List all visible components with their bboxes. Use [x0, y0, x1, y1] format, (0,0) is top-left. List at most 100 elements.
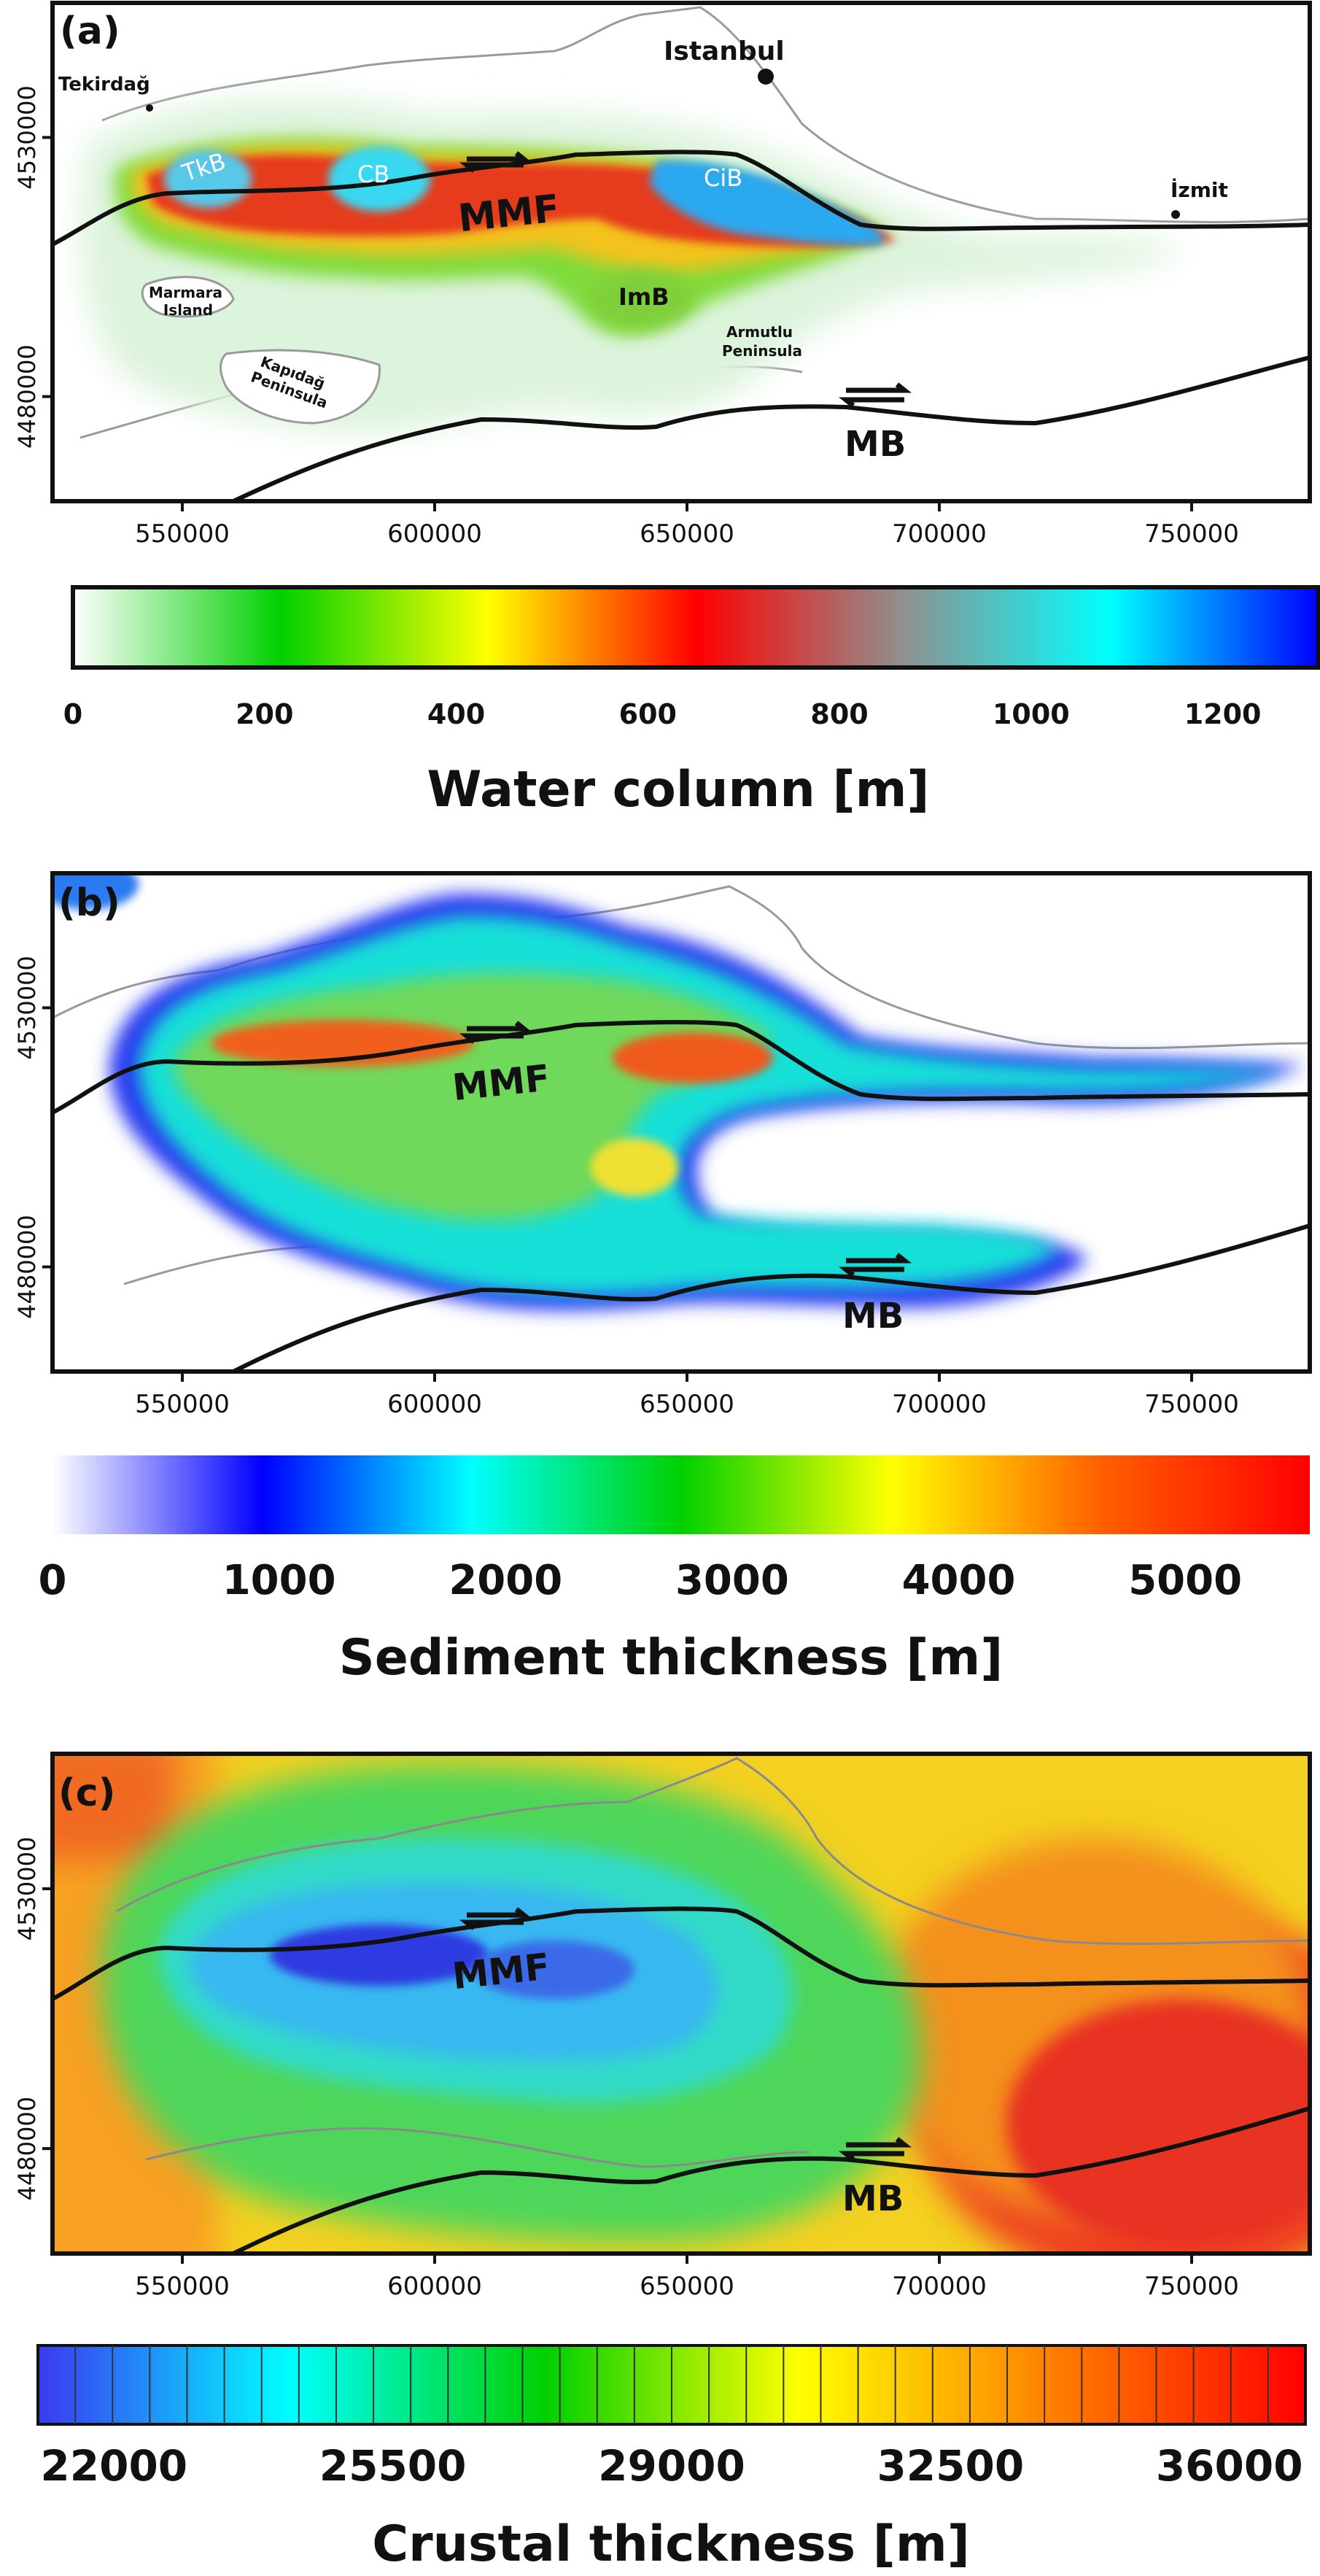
x-tick-label: 750000 [1144, 1390, 1239, 1419]
colorbar-tick-label: 0 [63, 698, 82, 730]
mb-arrow-icon [839, 2137, 912, 2162]
imb-label: ImB [618, 283, 669, 311]
fault-line-mb [232, 1223, 1310, 1372]
x-tick-label: 600000 [387, 1390, 482, 1419]
mmf-label: MMF [451, 1946, 552, 1998]
colorbar-tick-label: 5000 [1128, 1557, 1242, 1604]
panel-c-map-content [53, 1754, 1310, 2254]
panel-letter: (c) [58, 1771, 115, 1815]
cb-label: CB [357, 160, 389, 188]
y-tick-label: 4480000 [13, 1215, 41, 1319]
colorbar-tick-label: 25500 [319, 2441, 467, 2491]
panel-b-map-content [53, 873, 1310, 1372]
fault-line-mb [232, 2106, 1310, 2254]
sediment-blob [53, 873, 139, 910]
colorbar-tick-label: 4000 [902, 1557, 1016, 1604]
marmara-island-label: Marmara Island [149, 284, 228, 319]
colorbar-tick-label: 1200 [1184, 698, 1262, 730]
colorbar [53, 1455, 1310, 1534]
colorbar-ticks: 0 1000 2000 3000 4000 5000 [39, 1557, 1243, 1604]
x-tick-label: 550000 [135, 2272, 230, 2301]
x-axis-a: 550000 600000 650000 700000 750000 [135, 501, 1239, 549]
panel-b-map-border [50, 871, 1312, 1374]
colorbar-tick-label: 1000 [993, 698, 1070, 730]
armutlu-label-line: Armutlu [726, 323, 793, 341]
fault-line-mmf [53, 1906, 1310, 2001]
panel-letter: (b) [58, 881, 120, 925]
colorbar-tick-label: 29000 [598, 2441, 745, 2491]
marmara-island [141, 276, 235, 318]
panel-a-map-content [53, 6, 1310, 501]
mb-label: MB [842, 2178, 904, 2219]
colorbar [71, 585, 1320, 670]
colorbar-title: Water column [m] [427, 761, 930, 819]
mb-arrow-icon [839, 382, 912, 408]
mb-label: MB [845, 424, 906, 465]
x-tick-label: 600000 [387, 2272, 482, 2301]
sediment-max-east [613, 1032, 773, 1083]
izmit-label: İzmit [1170, 177, 1228, 202]
panel-a: (a) Istanbul Tekirdağ İzmit Marmara Isla… [13, 1, 1320, 819]
x-axis-b: 550000 600000 650000 700000 750000 [135, 1372, 1239, 1419]
marmara-island-label-line: Marmara [149, 284, 222, 301]
y-tick-label: 4480000 [13, 2097, 41, 2201]
fault-line-mmf [53, 150, 1310, 247]
y-axis-c: 4530000 4480000 [13, 1837, 53, 2201]
panel-b: (b) MMF MB 550000 600000 650000 700000 75000… [13, 871, 1312, 1687]
panel-letter: (a) [60, 9, 120, 53]
mmf-label: MMF [451, 1057, 552, 1110]
istanbul-marker [758, 69, 774, 85]
kapidag-peninsula [220, 349, 381, 425]
crust-east-red-core [1006, 1999, 1310, 2247]
panel-c-map-border [50, 1752, 1312, 2256]
colorbar-ticks: 0 200 400 600 800 1000 1200 [63, 698, 1262, 730]
panel-c: (c) MMF MB 550000 600000 650000 700000 75000… [13, 1752, 1312, 2573]
x-tick-label: 750000 [1144, 519, 1239, 549]
colorbar-tick-label: 200 [236, 698, 293, 730]
x-tick-label: 550000 [135, 519, 230, 549]
crust-min [270, 1925, 489, 1986]
y-axis-a: 4530000 4480000 [13, 85, 53, 449]
y-tick-label: 4480000 [13, 344, 41, 449]
crust-min-2 [474, 1941, 634, 1999]
sediment-max-west [211, 1020, 474, 1067]
istanbul-label: Istanbul [664, 36, 785, 66]
fault-line-mb [232, 355, 1310, 501]
mmf-arrow-icon [459, 1907, 531, 1930]
y-tick-label: 4530000 [13, 85, 41, 190]
colorbar-tick-label: 1000 [222, 1557, 336, 1604]
x-tick-label: 650000 [640, 519, 734, 549]
x-tick-label: 600000 [387, 519, 482, 549]
panel-a-map-border [50, 1, 1312, 503]
colorbar-title: Sediment thickness [m] [339, 1629, 1003, 1687]
crust-topleft-red [53, 1754, 175, 1860]
cb-basin [328, 146, 430, 212]
imb-basin [591, 270, 693, 328]
tekirdag-label: Tekirdağ [58, 74, 150, 96]
fault-line-mmf [53, 1020, 1310, 1115]
mmf-arrow-icon [459, 1021, 531, 1044]
coastline [101, 6, 1310, 223]
x-tick-label: 700000 [892, 519, 987, 549]
cib-basin [649, 160, 884, 246]
colorbar-tick-label: 36000 [1156, 2441, 1303, 2491]
colorbar-title: Crustal thickness [m] [372, 2515, 970, 2573]
armutlu-label: Armutlu Peninsula [722, 323, 802, 360]
x-tick-label: 750000 [1144, 2272, 1239, 2301]
colorbar-tick-label: 800 [810, 698, 868, 730]
colorbar-tick-label: 2000 [449, 1557, 562, 1604]
mb-label: MB [842, 1296, 904, 1337]
x-axis-c: 550000 600000 650000 700000 750000 [135, 2254, 1239, 2301]
coastline [116, 1757, 1310, 1945]
mmf-label: MMF [457, 187, 562, 241]
colorbar-tick-label: 400 [427, 698, 485, 730]
colorbar-tick-label: 22000 [40, 2441, 187, 2491]
y-axis-b: 4530000 4480000 [13, 956, 53, 1319]
colorbar-ticks: 22000 25500 29000 32500 36000 [40, 2441, 1302, 2491]
izmit-marker [1171, 210, 1180, 219]
y-tick-label: 4530000 [13, 956, 41, 1060]
y-tick-label: 4530000 [13, 1837, 41, 1941]
mmf-arrow-icon [459, 151, 531, 173]
x-tick-label: 550000 [135, 1390, 230, 1419]
